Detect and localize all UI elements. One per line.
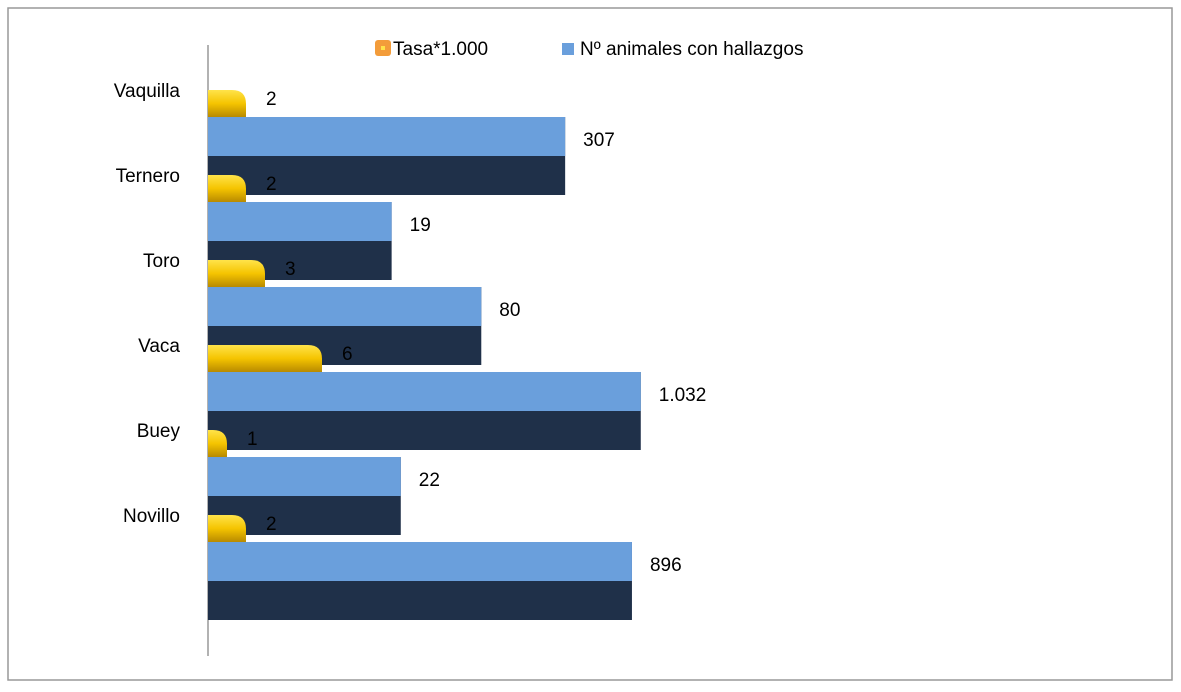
category-label: Buey	[137, 421, 181, 442]
bar	[208, 175, 246, 202]
category-label: Ternero	[116, 166, 180, 187]
data-label: 6	[342, 344, 353, 365]
frame	[7, 7, 1173, 681]
bar-highlight	[208, 287, 482, 326]
bar-highlight	[208, 542, 632, 581]
bar-highlight	[208, 372, 641, 411]
data-label: 19	[410, 215, 431, 236]
bar	[208, 515, 246, 542]
category-label: Novillo	[123, 506, 180, 527]
category-label: Vaquilla	[114, 81, 181, 102]
data-label: 2	[266, 174, 277, 195]
legend-swatch	[562, 43, 574, 55]
data-label: 2	[266, 89, 277, 110]
data-label: 1	[247, 429, 258, 450]
legend-label: Tasa*1.000	[393, 39, 488, 60]
bar	[208, 260, 265, 287]
bar-highlight	[208, 202, 392, 241]
bar-highlight	[208, 117, 566, 156]
category-label: Vaca	[138, 336, 180, 357]
data-label: 2	[266, 514, 277, 535]
bar	[208, 430, 227, 457]
data-label: 80	[499, 300, 520, 321]
bar	[208, 90, 246, 117]
data-label: 896	[650, 555, 682, 576]
legend-swatch-inner	[381, 46, 385, 50]
legend-label: Nº animales con hallazgos	[580, 39, 803, 60]
bar-highlight	[208, 457, 401, 496]
category-label: Toro	[143, 251, 180, 272]
data-label: 1.032	[659, 385, 707, 406]
data-label: 22	[419, 470, 440, 491]
data-label: 3	[285, 259, 296, 280]
bar	[208, 345, 322, 372]
data-label: 307	[583, 130, 615, 151]
